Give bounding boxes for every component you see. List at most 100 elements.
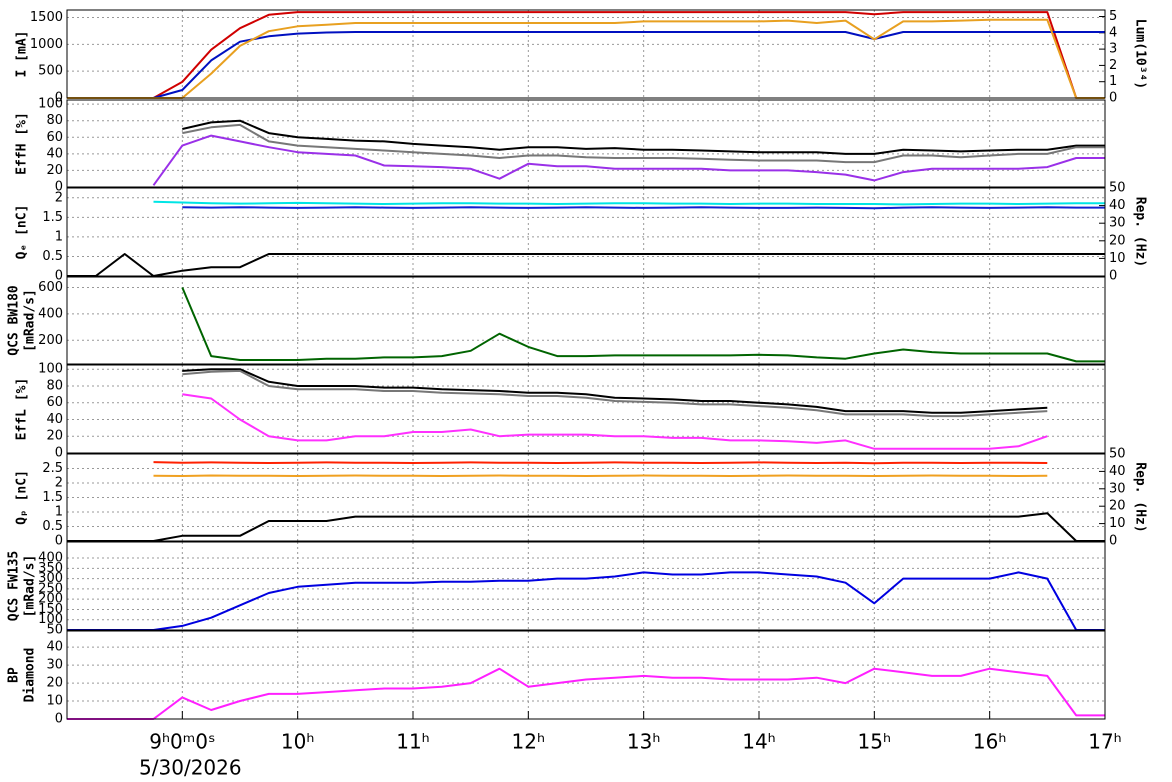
data-line xyxy=(67,11,1105,99)
y-tick-label: 350 xyxy=(38,561,63,576)
y-axis-label: [mRad/s] xyxy=(23,289,38,352)
data-line xyxy=(67,18,1105,99)
y-tick-label: 300 xyxy=(38,571,63,586)
y-tick-label: 100 xyxy=(38,612,63,627)
plot-frame xyxy=(66,453,1106,542)
y-axis-label: Diamond xyxy=(23,648,38,703)
y-tick-label: 100 xyxy=(38,97,63,112)
y-tick-label: 40 xyxy=(46,640,63,655)
y2-tick-label: 0 xyxy=(1109,91,1117,106)
y-tick-label: 0 xyxy=(55,91,63,106)
y-tick-label: 20 xyxy=(46,429,63,444)
y-tick-label: 2.5 xyxy=(42,461,63,476)
y-tick-label: 40 xyxy=(46,412,63,427)
y-tick-label: 500 xyxy=(38,64,63,79)
x-tick-label: 14ʰ xyxy=(742,730,776,754)
data-line xyxy=(67,571,1105,631)
y2-tick-label: 2 xyxy=(1109,58,1117,73)
y-tick-label: 10 xyxy=(46,694,63,709)
y-tick-label: 250 xyxy=(38,581,63,596)
y2-tick-label: 10 xyxy=(1109,251,1126,266)
y2-tick-label: 5 xyxy=(1109,9,1117,24)
y-tick-label: 1 xyxy=(55,229,63,244)
y-tick-label: 0 xyxy=(55,712,63,727)
y-tick-label: 60 xyxy=(46,395,63,410)
y-tick-label: 20 xyxy=(46,676,63,691)
y-tick-label: 2 xyxy=(55,476,63,491)
y-tick-label: 50 xyxy=(46,623,63,638)
y-axis-label: Qₚ [nC] xyxy=(15,470,30,525)
plot-frame xyxy=(66,630,1106,720)
data-line xyxy=(182,119,1105,155)
data-line xyxy=(67,512,1105,542)
y2-tick-label: 40 xyxy=(1109,464,1126,479)
y2-tick-label: 50 xyxy=(1109,181,1126,196)
y2-tick-label: 3 xyxy=(1109,42,1117,57)
y-axis-label: QCS BW180 xyxy=(7,285,22,356)
plot-frame xyxy=(66,276,1106,365)
y-tick-label: 0 xyxy=(55,180,63,195)
data-line xyxy=(153,200,1105,206)
data-line xyxy=(181,287,1105,363)
y-tick-label: 200 xyxy=(38,333,63,348)
y-tick-label: 0.5 xyxy=(42,519,63,534)
data-line xyxy=(67,667,1105,720)
y-tick-label: 400 xyxy=(38,551,63,566)
y-axis-label: BP xyxy=(7,667,22,683)
y2-tick-label: 30 xyxy=(1109,481,1126,496)
x-tick-label: 10ʰ xyxy=(281,730,315,754)
x-tick-label: 15ʰ xyxy=(858,730,892,754)
y-tick-label: 0.5 xyxy=(42,249,63,264)
y-tick-label: 0 xyxy=(55,446,63,461)
y2-tick-label: 40 xyxy=(1109,198,1126,213)
y-tick-label: 80 xyxy=(46,378,63,393)
data-line xyxy=(182,369,1048,418)
x-tick-label: 17ʰ xyxy=(1088,730,1122,754)
y-axis-label: QCS FW135 xyxy=(7,551,22,621)
x-axis-label: 5/30/2026 xyxy=(139,756,242,780)
y-tick-label: 200 xyxy=(38,592,63,607)
y-tick-label: 2 xyxy=(55,190,63,205)
plot-frame xyxy=(66,364,1106,454)
y-tick-label: 100 xyxy=(38,362,63,377)
y-tick-label: 40 xyxy=(46,146,63,161)
y-tick-label: 0 xyxy=(55,269,63,284)
data-line xyxy=(182,393,1048,450)
plot-frame xyxy=(66,9,1106,99)
y-tick-label: 60 xyxy=(46,130,63,145)
data-line xyxy=(152,134,1105,186)
y-tick-label: 400 xyxy=(38,306,63,321)
y-tick-label: 80 xyxy=(46,113,63,128)
y2-tick-label: 30 xyxy=(1109,216,1126,231)
y2-axis-label: Rep. (Hz) xyxy=(1133,197,1148,267)
y-tick-label: 1 xyxy=(55,505,63,520)
data-line xyxy=(182,123,1105,164)
y-tick-label: 1.5 xyxy=(42,490,63,505)
y-tick-label: 30 xyxy=(46,658,63,673)
y-axis-label: EffL [%] xyxy=(15,378,30,441)
y2-tick-label: 20 xyxy=(1109,499,1126,514)
y2-tick-label: 0 xyxy=(1109,534,1117,549)
x-tick-label: 12ʰ xyxy=(512,730,546,754)
y-axis-label: I [mA] xyxy=(15,31,30,78)
plot-frame xyxy=(66,99,1106,188)
y2-axis-label: Lum(10³⁴) xyxy=(1133,19,1148,89)
y-tick-label: 1000 xyxy=(30,37,63,52)
y2-tick-label: 1 xyxy=(1109,74,1117,89)
y-tick-label: 20 xyxy=(46,163,63,178)
data-line xyxy=(153,474,1048,477)
data-line xyxy=(153,461,1048,465)
y2-axis-label: Rep. (Hz) xyxy=(1133,462,1148,532)
x-tick-label: 16ʰ xyxy=(973,730,1007,754)
y-axis-label: [mRad/s] xyxy=(23,555,38,618)
y-axis-label: EffH [%] xyxy=(15,112,30,175)
data-line xyxy=(182,206,1105,210)
y-axis-label: Qₑ [nC] xyxy=(15,205,30,260)
y-tick-label: 600 xyxy=(38,280,63,295)
y2-tick-label: 50 xyxy=(1109,447,1126,462)
y-tick-label: 150 xyxy=(38,602,63,617)
plot-frame xyxy=(66,541,1106,631)
y2-tick-label: 4 xyxy=(1109,25,1117,40)
y2-tick-label: 0 xyxy=(1109,269,1117,284)
